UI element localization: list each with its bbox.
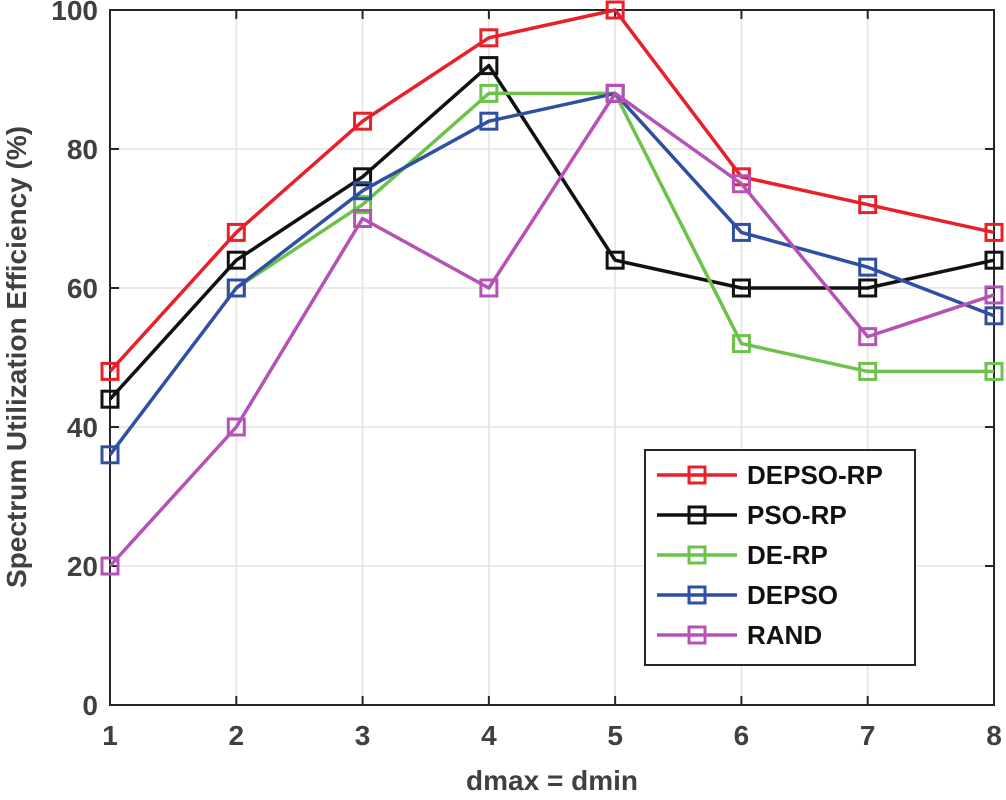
x-tick-label: 1 xyxy=(102,720,118,751)
x-tick-label: 3 xyxy=(355,720,371,751)
legend-label-rand: RAND xyxy=(747,620,822,650)
y-tick-label: 60 xyxy=(67,273,98,304)
y-tick-label: 40 xyxy=(67,412,98,443)
x-tick-label: 2 xyxy=(228,720,244,751)
y-tick-label: 100 xyxy=(51,0,98,26)
legend-label-de-rp: DE-RP xyxy=(747,540,828,570)
x-tick-label: 7 xyxy=(860,720,876,751)
legend-label-depso-rp: DEPSO-RP xyxy=(747,460,883,490)
legend: DEPSO-RP PSO-RP DE-RP DEPSO RAND xyxy=(645,450,915,665)
series-line-pso-rp xyxy=(110,66,994,400)
y-tick-label: 80 xyxy=(67,134,98,165)
y-tick-label: 20 xyxy=(67,551,98,582)
x-axis-label: dmax = dmin xyxy=(466,765,638,796)
x-tick-label: 6 xyxy=(734,720,750,751)
y-axis-label: Spectrum Utilization Efficiency (%) xyxy=(1,126,32,588)
spectrum-efficiency-chart: 0 20 40 60 80 100 1 2 3 4 5 6 7 8 dmax = dmin Spectr… xyxy=(0,0,1006,800)
legend-label-pso-rp: PSO-RP xyxy=(747,500,847,530)
x-tick-label: 5 xyxy=(607,720,623,751)
y-tick-label: 0 xyxy=(82,690,98,721)
legend-label-depso: DEPSO xyxy=(747,580,838,610)
x-tick-label: 4 xyxy=(481,720,497,751)
x-tick-label: 8 xyxy=(986,720,1002,751)
